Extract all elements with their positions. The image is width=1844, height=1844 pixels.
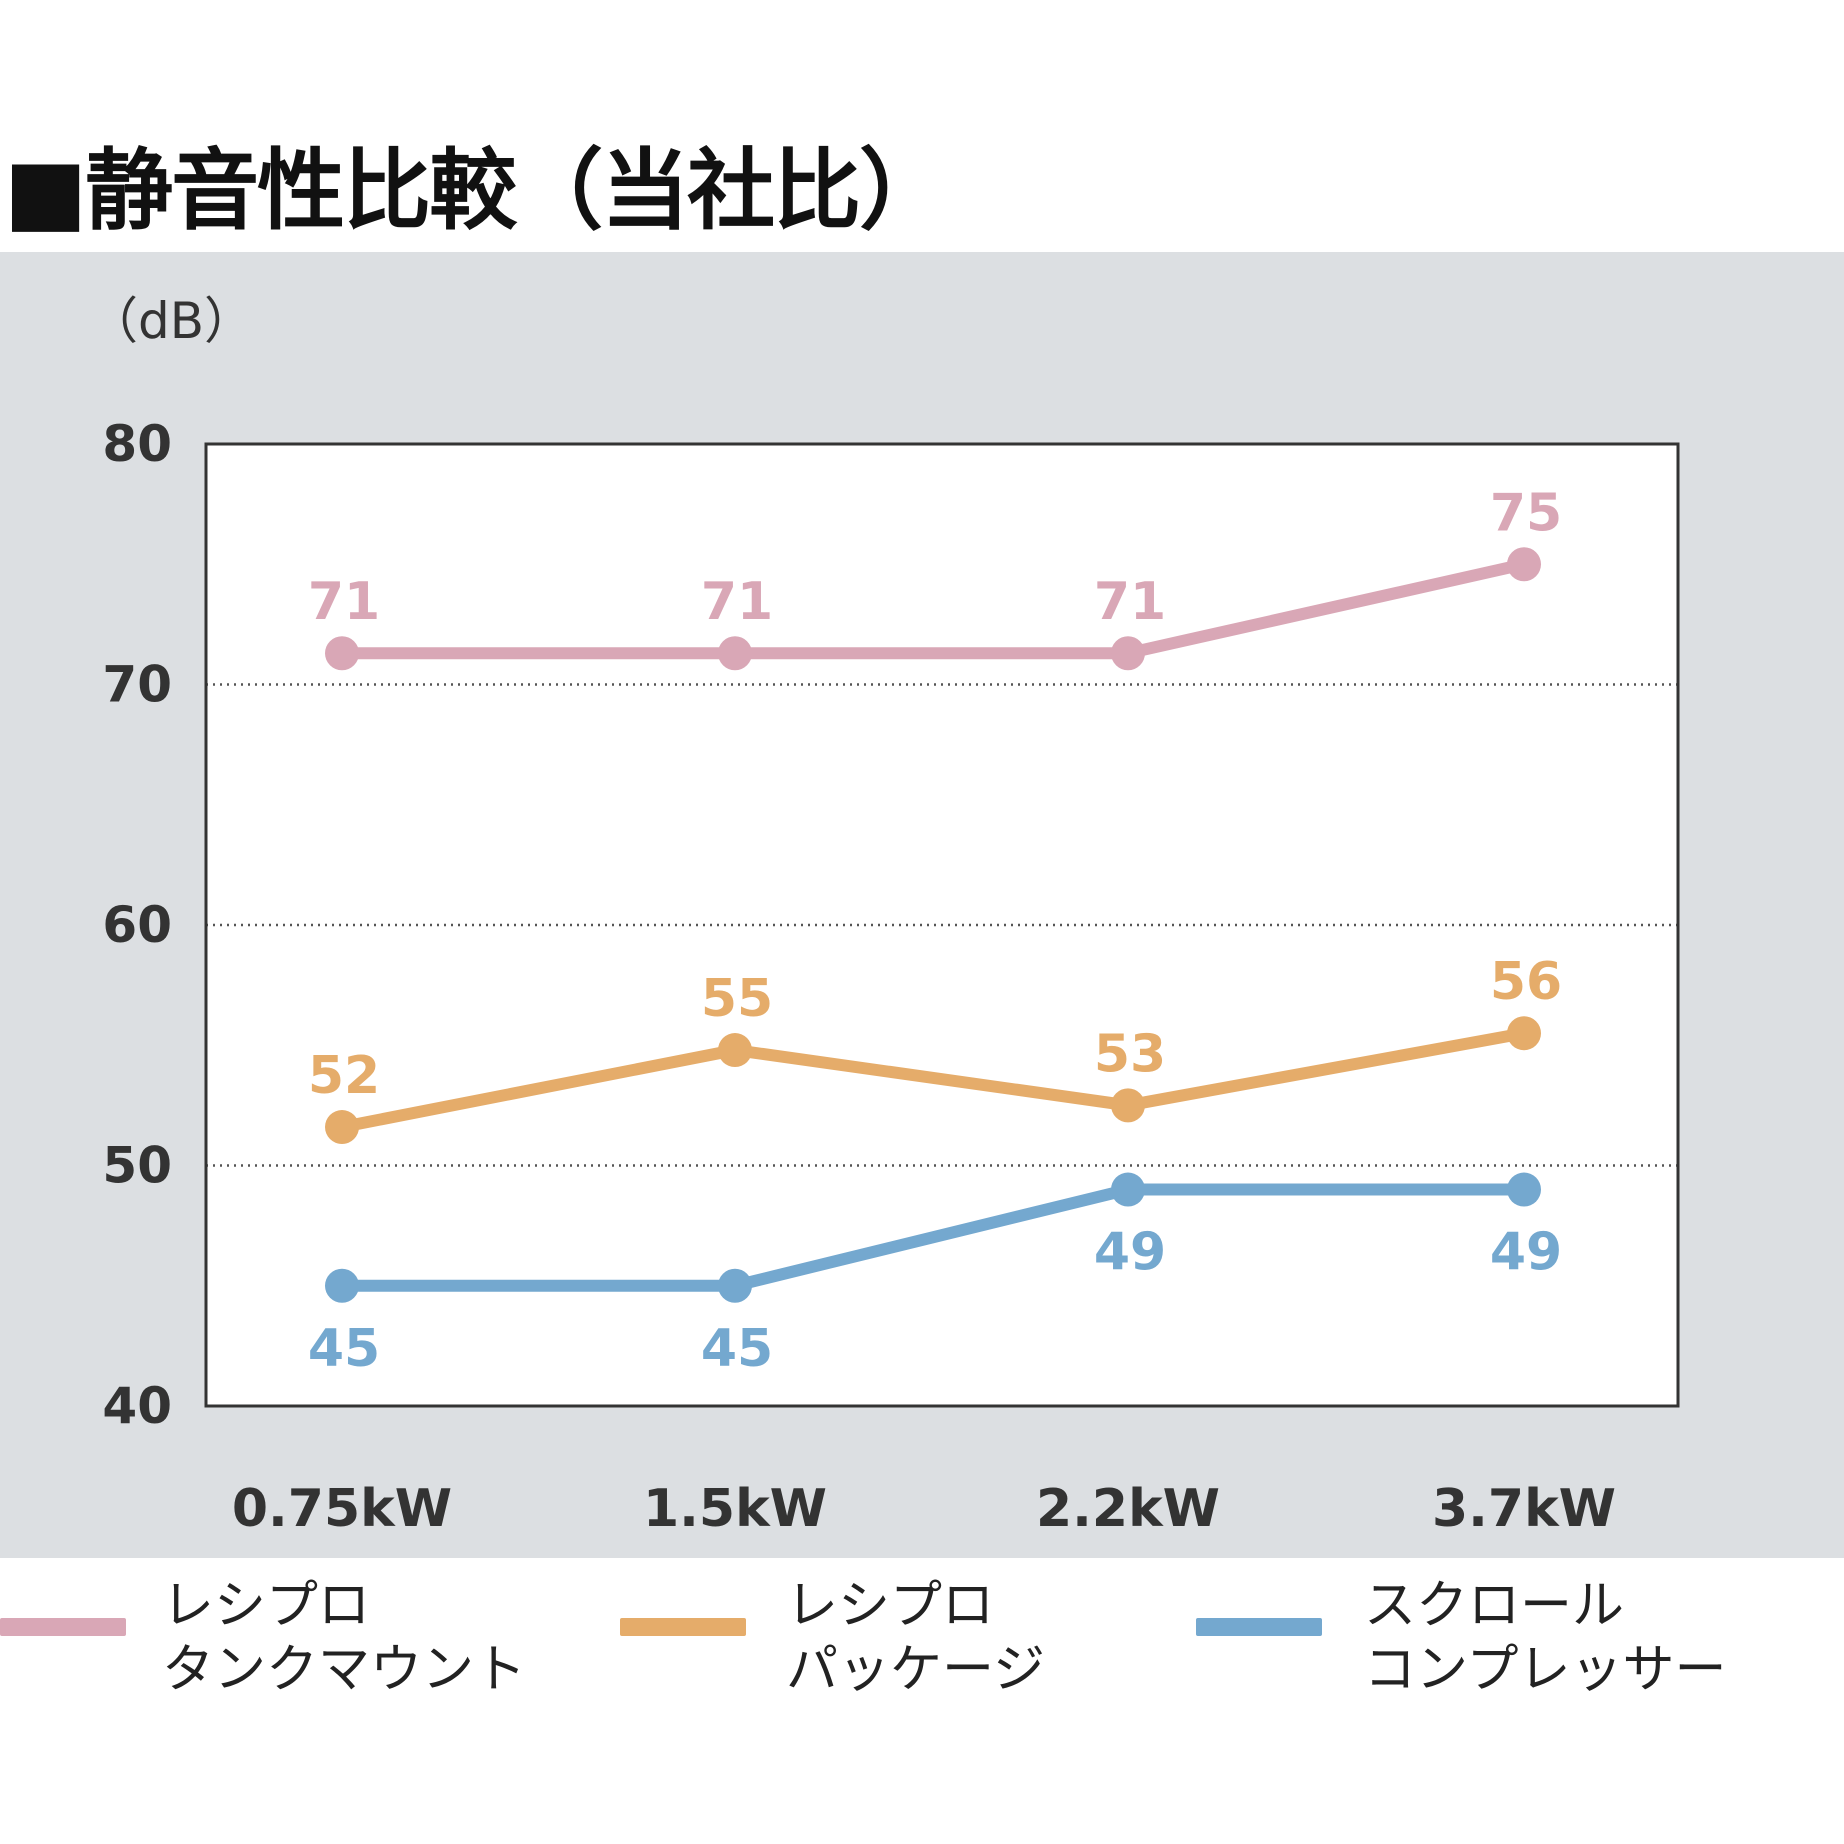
x-tick-label-2: 2.2kW <box>1036 1479 1220 1539</box>
plot-area: 40 50 60 70 80 0.75kW 1.5kW 2.2kW 3.7kW 71 71 71 75 5… <box>102 415 1680 1539</box>
chart-title: ■静音性比較（当社比） <box>4 138 947 242</box>
data-point-0-3 <box>1507 547 1541 582</box>
y-tick-label-70: 70 <box>102 656 172 714</box>
data-label-1-3: 56 <box>1490 952 1562 1012</box>
legend-item-reciprocating-tank-mount: レシプロ タンクマウント <box>0 1570 560 1700</box>
y-tick-label-40: 40 <box>102 1377 172 1435</box>
legend-item-scroll-compressor: スクロール コンプレッサー <box>1196 1570 1844 1700</box>
series-line-1 <box>336 1027 1530 1134</box>
data-point-0-0 <box>325 636 359 671</box>
data-label-0-2: 71 <box>1094 572 1166 632</box>
legend-swatch <box>1196 1618 1322 1636</box>
legend-label-line-1: レシプロ <box>786 1576 995 1636</box>
data-label-2-0: 45 <box>308 1319 380 1379</box>
legend-swatch <box>0 1618 126 1636</box>
legend-label-line-2: タンクマウント <box>162 1640 527 1700</box>
data-point-1-1 <box>718 1033 752 1068</box>
series-line-2 <box>336 1183 1530 1292</box>
plot-frame <box>204 442 1680 1408</box>
y-tick-label-80: 80 <box>102 415 172 473</box>
legend-item-reciprocating-package: レシプロ パッケージ <box>620 1570 1140 1700</box>
legend-label-line-1: スクロール <box>1364 1576 1625 1636</box>
data-label-0-3: 75 <box>1490 483 1562 543</box>
data-label-0-1: 71 <box>701 572 773 632</box>
data-label-2-3: 49 <box>1490 1223 1562 1283</box>
y-tick-label-50: 50 <box>102 1137 172 1195</box>
data-point-0-1 <box>718 636 752 671</box>
y-tick-label-60: 60 <box>102 896 172 954</box>
data-label-1-0: 52 <box>308 1046 380 1106</box>
x-tick-label-3: 3.7kW <box>1432 1479 1616 1539</box>
data-point-2-0 <box>325 1268 359 1303</box>
data-label-2-2: 49 <box>1094 1223 1166 1283</box>
legend-swatch <box>620 1618 746 1636</box>
x-tick-label-1: 1.5kW <box>643 1479 827 1539</box>
data-point-2-1 <box>718 1268 752 1303</box>
series-line-0 <box>336 558 1530 660</box>
legend-label-line-1: レシプロ <box>162 1576 371 1636</box>
legend-label-line-2: パッケージ <box>786 1640 1045 1700</box>
legend-label-line-2: コンプレッサー <box>1364 1640 1727 1700</box>
data-point-1-0 <box>325 1110 359 1145</box>
data-point-1-3 <box>1507 1016 1541 1051</box>
data-point-2-2 <box>1111 1172 1145 1207</box>
x-tick-label-0: 0.75kW <box>232 1479 452 1539</box>
data-label-1-2: 53 <box>1094 1024 1166 1084</box>
data-label-0-0: 71 <box>308 572 380 632</box>
data-point-2-3 <box>1507 1172 1541 1207</box>
data-point-0-2 <box>1111 636 1145 671</box>
data-point-1-2 <box>1111 1088 1145 1123</box>
data-label-1-1: 55 <box>701 969 773 1029</box>
data-label-2-1: 45 <box>701 1319 773 1379</box>
y-axis-unit-label: （dB） <box>88 292 254 350</box>
